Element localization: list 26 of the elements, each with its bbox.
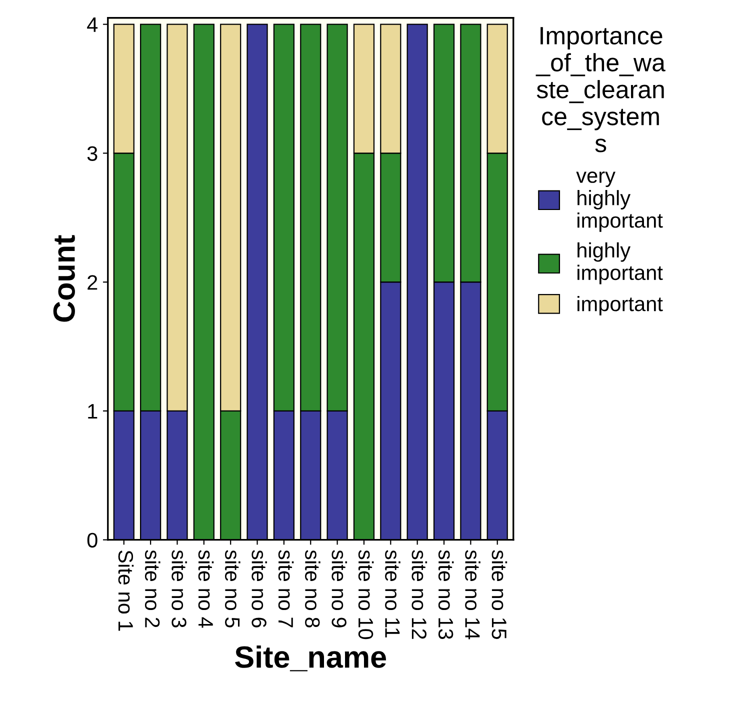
legend-label: highly important [578,242,663,284]
x-tick-label: site no 3 [172,550,187,628]
x-tick-label: site no 15 [492,550,508,640]
x-tick-label: site no 5 [225,550,240,628]
x-tick-label: site no 8 [305,550,320,628]
x-tick-label: site no 12 [412,550,428,639]
y-tick-label: 4 [87,18,98,32]
x-tick-label: site no 4 [198,550,214,628]
legend-label: very highly important [576,172,663,232]
x-tick-label: site no 11 [385,550,400,638]
x-tick-label: Site no 1 [118,550,134,631]
y-tick-label: 0 [87,532,98,548]
x-tick-label: site no 7 [278,550,294,628]
y-tick-label: 2 [88,275,98,290]
x-tick-label: site no 14 [465,550,480,640]
x-tick-label: site no 10 [358,550,374,640]
y-axis-title: Count [53,235,75,322]
x-tick-label: site no 13 [438,550,454,639]
legend-label: important [578,296,663,316]
y-tick-label: 3 [87,146,98,161]
x-tick-label: site no 2 [144,550,160,628]
x-tick-label: site no 6 [252,550,267,628]
y-tick-label: 1 [88,404,98,418]
legend-title: Importance _of_the_wa ste_clearan ce_system s [536,27,666,152]
x-tick-label: site no 9 [332,550,348,628]
x-axis-title: Site_name [235,645,386,672]
